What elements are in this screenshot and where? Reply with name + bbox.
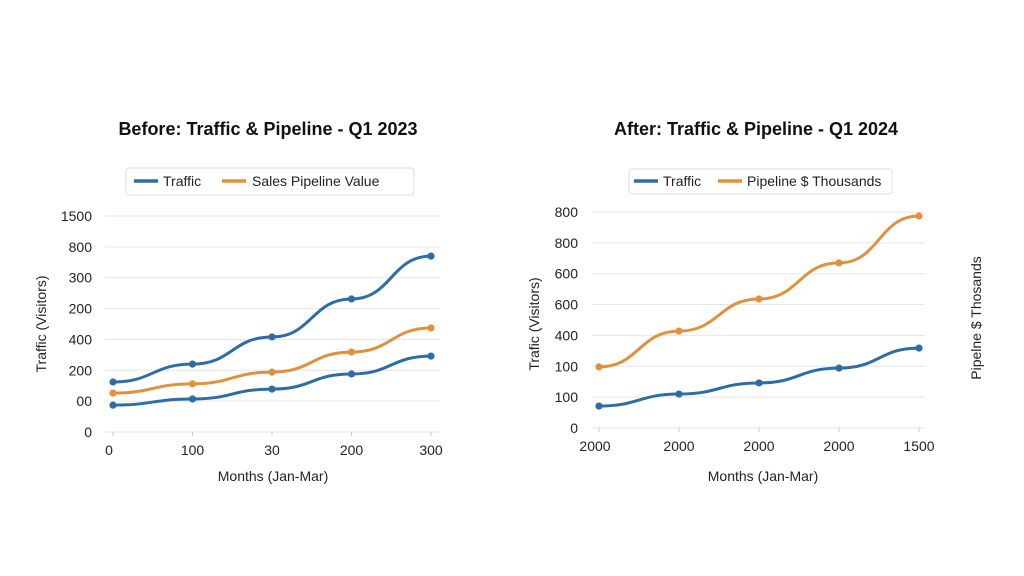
y-axis-label-right: Pipelne $ Thosands <box>968 256 984 380</box>
y-axis-label: Traffic (Visitors) <box>33 276 49 373</box>
x-tick-label: 2000 <box>663 438 694 454</box>
series-line <box>597 214 921 369</box>
y-tick-label: 1500 <box>61 208 92 224</box>
y-tick-label: 800 <box>69 239 93 255</box>
data-point[interactable] <box>595 363 603 371</box>
data-point[interactable] <box>268 333 276 341</box>
series-sales-pipeline-value <box>109 324 435 397</box>
data-point[interactable] <box>675 390 683 398</box>
x-tick-label: 2000 <box>823 438 854 454</box>
gridlines <box>105 215 440 433</box>
y-tick-label: 400 <box>555 327 579 343</box>
data-point[interactable] <box>109 401 117 409</box>
data-point[interactable] <box>347 348 356 356</box>
legend-label-traffic: Traffic <box>663 173 701 189</box>
x-tick-label: 0 <box>105 442 113 458</box>
x-tick-label: 200 <box>340 442 364 458</box>
x-tick-label: 2000 <box>579 438 610 454</box>
data-point[interactable] <box>915 212 923 220</box>
legend-box <box>125 167 415 196</box>
data-point[interactable] <box>915 344 923 352</box>
data-point[interactable] <box>427 252 435 260</box>
x-tick-label: 300 <box>419 442 443 458</box>
data-point[interactable] <box>109 389 117 397</box>
y-tick-label: 200 <box>69 301 93 317</box>
series-line <box>111 254 433 384</box>
y-tick-label: 100 <box>555 389 579 405</box>
chart-title: After: Traffic & Pipeline - Q1 2024 <box>614 119 898 139</box>
x-axis-label: Months (Jan-Mar) <box>708 468 818 484</box>
data-point[interactable] <box>347 295 356 303</box>
y-tick-label: 00 <box>76 393 92 409</box>
data-point[interactable] <box>109 378 117 386</box>
y-tick-label: 600 <box>555 297 579 313</box>
y-tick-label: 800 <box>555 235 579 251</box>
series-traffic <box>109 252 435 386</box>
legend-box <box>628 168 893 195</box>
data-point[interactable] <box>347 370 356 378</box>
data-point[interactable] <box>427 324 435 332</box>
y-tick-label: 0 <box>84 424 92 440</box>
data-point[interactable] <box>188 380 197 388</box>
y-tick-label: 300 <box>69 270 93 286</box>
data-point[interactable] <box>268 385 276 393</box>
data-point[interactable] <box>835 259 843 267</box>
y-tick-label: 400 <box>69 331 93 347</box>
y-tick-label: 200 <box>69 362 93 378</box>
y-tick-label: 800 <box>555 204 579 220</box>
y-tick-label: 600 <box>555 266 579 282</box>
series-unnamed <box>109 352 435 409</box>
legend-label-pipeline: Pipeline $ Thousands <box>747 173 881 189</box>
y-tick-label: 100 <box>555 358 579 374</box>
data-point[interactable] <box>675 327 683 335</box>
x-axis-label: Months (Jan-Mar) <box>218 468 328 484</box>
series-line <box>111 354 433 407</box>
data-point[interactable] <box>427 352 435 360</box>
data-point[interactable] <box>268 368 276 376</box>
series-pipeline-thousands <box>595 212 923 371</box>
y-axis-label: Trafic (Visitors) <box>526 277 542 370</box>
chart-before: Before: Traffic & Pipeline - Q1 2023 Tra… <box>33 119 443 484</box>
legend-label-pipeline: Sales Pipeline Value <box>252 173 380 189</box>
data-point[interactable] <box>755 379 763 387</box>
legend-label-traffic: Traffic <box>163 173 201 189</box>
y-tick-label: 0 <box>570 420 578 436</box>
x-tick-label: 1500 <box>903 438 934 454</box>
chart-title: Before: Traffic & Pipeline - Q1 2023 <box>118 119 417 139</box>
data-point[interactable] <box>188 395 197 403</box>
x-tick-label: 100 <box>181 442 205 458</box>
x-tick-label: 2000 <box>743 438 774 454</box>
series-traffic <box>595 344 923 410</box>
data-point[interactable] <box>755 295 763 303</box>
x-tick-label: 30 <box>264 442 280 458</box>
data-point[interactable] <box>835 364 843 372</box>
chart-after: After: Traffic & Pipeline - Q1 2024 Traf… <box>526 119 984 484</box>
data-point[interactable] <box>188 360 197 368</box>
data-point[interactable] <box>595 402 603 410</box>
